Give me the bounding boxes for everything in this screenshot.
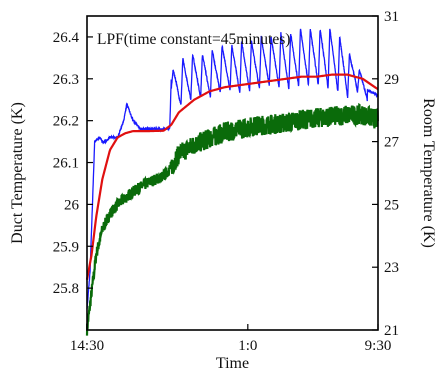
left-y-tick-label: 25.8 xyxy=(53,281,79,297)
left-y-tick-label: 26.3 xyxy=(53,72,79,88)
right-y-tick-label: 25 xyxy=(384,197,399,213)
x-tick-label: 14:30 xyxy=(70,338,104,354)
right-y-tick-label: 29 xyxy=(384,72,399,88)
series-line-green xyxy=(85,102,380,336)
right-y-tick-label: 23 xyxy=(384,260,399,276)
right-y-axis-title: Room Temperature (K) xyxy=(420,98,437,248)
plot-frame xyxy=(86,15,379,331)
series-layer xyxy=(85,28,380,336)
x-tick-label: 1:0 xyxy=(238,338,257,354)
ticks-layer: 25.8 25.9 26 26.1 26.2 26.3 26.4 21 23 25 27 29 31 14… xyxy=(53,9,400,354)
left-y-tick-label: 25.9 xyxy=(53,239,79,255)
series-line-blue xyxy=(86,28,379,309)
series-line-red xyxy=(85,73,379,280)
right-y-tick-label: 27 xyxy=(384,135,400,151)
left-y-axis-title: Duct Temperature (K) xyxy=(9,102,26,244)
x-axis-title: Time xyxy=(216,355,249,372)
chart-annotation: LPF(time constant=45minutes) xyxy=(97,31,290,48)
left-y-tick-label: 26.2 xyxy=(53,114,79,130)
right-y-tick-label: 31 xyxy=(384,9,399,25)
left-y-tick-label: 26.1 xyxy=(53,156,79,172)
x-tick-label: 9:30 xyxy=(365,338,392,354)
right-y-tick-label: 21 xyxy=(384,323,399,339)
left-y-tick-label: 26 xyxy=(64,197,80,213)
left-y-tick-label: 26.4 xyxy=(53,30,80,46)
